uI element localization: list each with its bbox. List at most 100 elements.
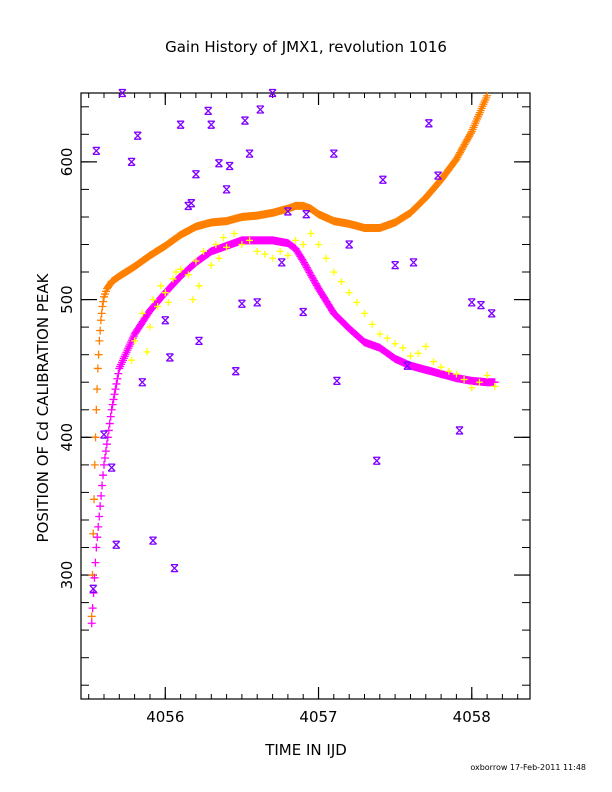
data-point [97, 491, 106, 500]
data-point [399, 344, 407, 352]
data-point [214, 159, 223, 168]
data-point [154, 302, 162, 310]
chart-title: Gain History of JMX1, revolution 1016 [165, 38, 447, 56]
data-point [230, 229, 238, 237]
data-point [468, 384, 476, 392]
x-tick-label: 4056 [146, 708, 184, 726]
y-tick-label: 600 [58, 148, 76, 177]
series-2 [87, 236, 499, 628]
data-point [383, 334, 391, 342]
data-point [170, 564, 179, 573]
data-point [146, 323, 154, 331]
data-point [89, 584, 98, 593]
data-point [200, 247, 208, 255]
data-point [424, 119, 433, 128]
data-point [149, 296, 157, 304]
data-point [253, 247, 261, 255]
data-point [164, 298, 172, 306]
data-point [299, 241, 307, 248]
data-point [222, 185, 231, 194]
data-point [460, 375, 468, 383]
data-point [93, 533, 102, 542]
data-point [487, 309, 496, 318]
data-point [245, 149, 254, 158]
data-point [91, 558, 100, 567]
data-point [277, 258, 286, 267]
data-point [128, 356, 136, 364]
data-point [94, 522, 103, 531]
data-point [184, 271, 192, 279]
data-point [109, 395, 118, 404]
data-point [187, 199, 196, 208]
data-point [94, 350, 103, 359]
data-point [165, 353, 174, 362]
data-point [106, 412, 115, 421]
data-point [96, 502, 105, 511]
data-point [88, 604, 97, 613]
data-point [207, 120, 216, 129]
data-point [241, 116, 249, 125]
data-point [455, 426, 464, 435]
data-point [189, 296, 197, 304]
data-point [108, 400, 117, 409]
data-point [98, 302, 107, 311]
data-point [195, 336, 203, 346]
data-point [391, 340, 399, 348]
data-point [429, 358, 437, 366]
data-point [345, 289, 353, 297]
data-point [138, 378, 147, 387]
data-point [118, 88, 127, 98]
data-point [466, 129, 475, 138]
data-point [434, 171, 443, 180]
data-point [231, 367, 240, 376]
data-point [87, 612, 96, 621]
data-point [100, 430, 108, 439]
data-point [378, 175, 387, 184]
data-point [90, 460, 99, 469]
data-point [299, 307, 308, 317]
series-3 [128, 229, 499, 392]
data-point [253, 298, 262, 307]
data-point [315, 241, 323, 248]
data-point [406, 352, 414, 360]
data-point [330, 268, 338, 276]
data-point [302, 210, 311, 219]
data-point [276, 247, 284, 255]
data-point [360, 309, 368, 317]
data-point [483, 371, 491, 379]
series-1 [87, 91, 492, 621]
data-point [261, 250, 269, 258]
data-point [483, 91, 492, 100]
data-point [176, 120, 185, 129]
data-point [90, 573, 99, 582]
data-point [491, 382, 499, 390]
y-axis-label: POSITION OF Cd CALIBRATION PEAK [34, 272, 52, 542]
data-point [92, 543, 101, 552]
x-axis-label: TIME IN IJD [264, 741, 347, 759]
data-point [112, 379, 121, 388]
data-point [204, 106, 213, 116]
data-point [93, 364, 102, 373]
data-point [223, 243, 231, 251]
data-point [114, 369, 123, 378]
data-point [445, 367, 453, 375]
data-point [105, 419, 114, 428]
data-point [131, 337, 139, 345]
data-point [92, 146, 101, 155]
data-point [329, 149, 338, 158]
axis-ticks: 4056 4057 4058 300 400 500 600 [58, 93, 530, 726]
x-tick-label: 4058 [453, 708, 491, 726]
data-point [238, 241, 246, 248]
data-point [269, 254, 277, 262]
data-point [149, 536, 157, 545]
data-point [467, 298, 476, 307]
data-point [353, 298, 361, 306]
data-point [87, 619, 96, 628]
data-point [90, 495, 99, 504]
data-point [207, 261, 215, 269]
data-point [345, 240, 354, 249]
data-point [102, 440, 111, 449]
data-point [110, 390, 119, 399]
data-point [403, 361, 412, 370]
